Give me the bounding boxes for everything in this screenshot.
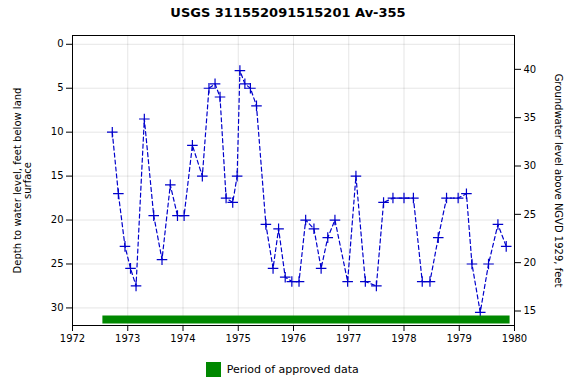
svg-text:20: 20 bbox=[51, 214, 64, 225]
svg-text:1976: 1976 bbox=[281, 333, 306, 344]
svg-text:1977: 1977 bbox=[336, 333, 361, 344]
svg-text:Groundwater level above NGVD 1: Groundwater level above NGVD 1929, feet bbox=[553, 74, 564, 288]
svg-text:15: 15 bbox=[524, 305, 537, 316]
svg-text:1974: 1974 bbox=[170, 333, 195, 344]
svg-text:1973: 1973 bbox=[115, 333, 140, 344]
svg-text:1980: 1980 bbox=[502, 333, 527, 344]
svg-text:15: 15 bbox=[51, 170, 64, 181]
svg-text:1975: 1975 bbox=[226, 333, 251, 344]
html-text:Period of approved data: Period of approved data bbox=[226, 363, 359, 376]
svg-text:30: 30 bbox=[51, 302, 64, 313]
svg-text:1979: 1979 bbox=[447, 333, 472, 344]
svg-text:25: 25 bbox=[51, 258, 64, 269]
svg-text:30: 30 bbox=[524, 160, 537, 171]
html-text:USGS 311552091515201 Av-355: USGS 311552091515201 Av-355 bbox=[170, 5, 406, 20]
svg-text:1972: 1972 bbox=[60, 333, 85, 344]
svg-text:1978: 1978 bbox=[391, 333, 416, 344]
svg-text:25: 25 bbox=[524, 209, 537, 220]
svg-text:35: 35 bbox=[524, 112, 537, 123]
svg-text:10: 10 bbox=[51, 126, 64, 137]
svg-text:40: 40 bbox=[524, 64, 537, 75]
svg-text:Depth to water level, feet bel: Depth to water level, feet below landsur… bbox=[12, 88, 33, 274]
svg-text:5: 5 bbox=[57, 82, 63, 93]
svg-text:20: 20 bbox=[524, 257, 537, 268]
svg-text:0: 0 bbox=[57, 38, 63, 49]
